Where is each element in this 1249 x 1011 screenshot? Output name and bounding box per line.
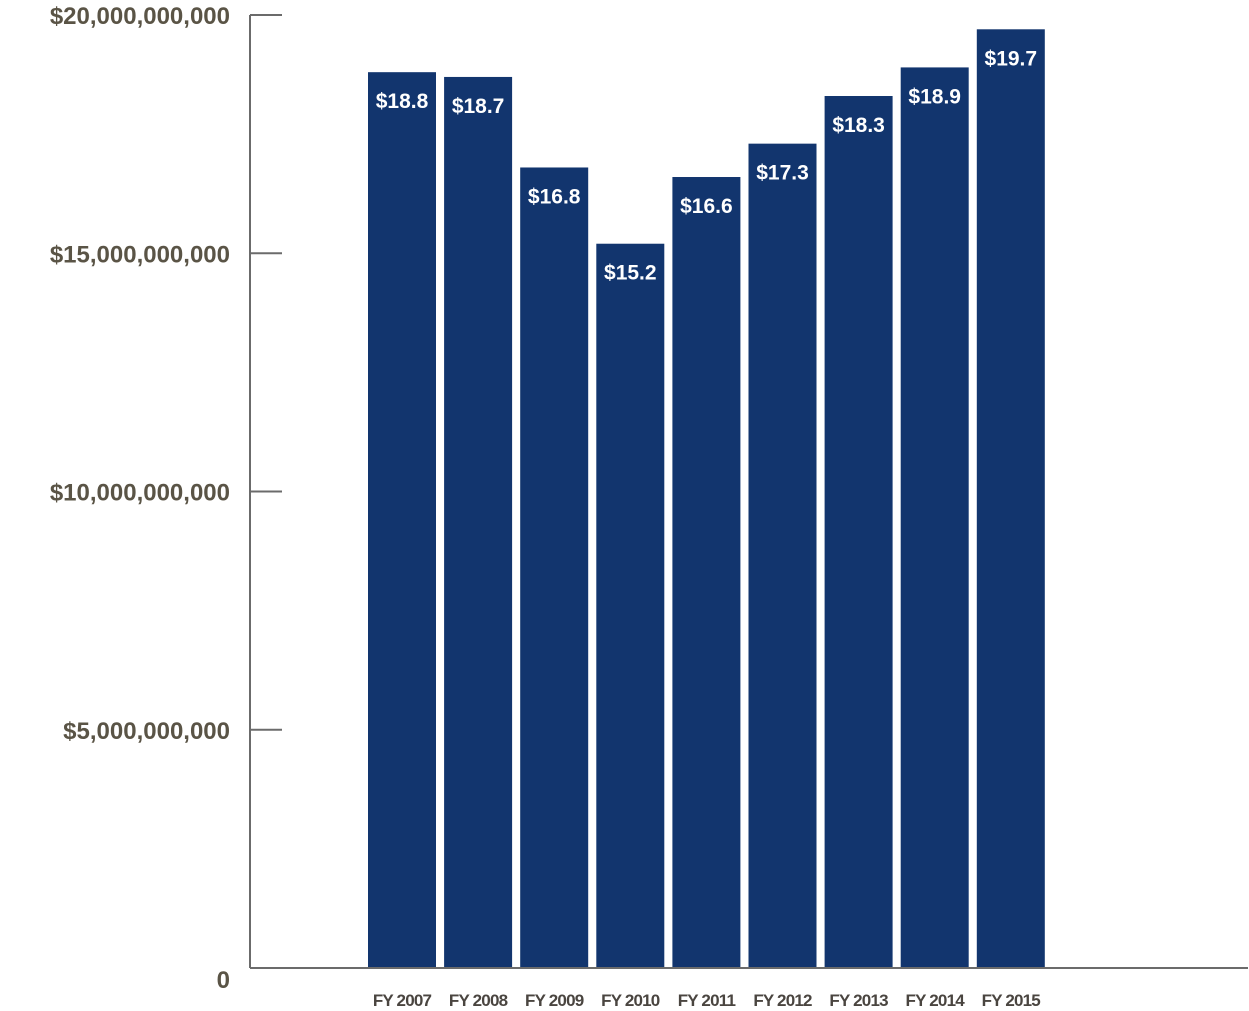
- x-tick-label: FY 2009: [525, 991, 584, 1010]
- y-tick-label: $15,000,000,000: [50, 241, 230, 268]
- x-tick-label: FY 2008: [449, 991, 508, 1010]
- x-axis-tick-labels: FY 2007 FY 2008 FY 2009 FY 2010 FY 2011 FY 20…: [373, 991, 1041, 1010]
- bar-data-label: $15.2: [604, 262, 657, 285]
- x-tick-label: FY 2014: [906, 991, 966, 1010]
- x-tick-label: FY 2012: [753, 991, 812, 1010]
- bar-data-label: $16.8: [528, 185, 581, 208]
- bar: [749, 144, 817, 968]
- bar: [825, 96, 893, 968]
- y-tick-label: 0: [217, 967, 230, 994]
- y-axis-ticks: 0 $5,000,000,000 $10,000,000,000 $15,000,00…: [50, 3, 282, 994]
- bar: [672, 177, 740, 968]
- bar: [368, 72, 436, 968]
- bar: [596, 244, 664, 968]
- y-tick-label: $20,000,000,000: [50, 3, 230, 30]
- x-tick-label: FY 2011: [678, 991, 736, 1010]
- bars: [368, 29, 1045, 968]
- x-tick-label: FY 2010: [601, 991, 660, 1010]
- bar-data-label: $18.7: [452, 95, 505, 118]
- y-tick-label: $5,000,000,000: [63, 718, 230, 745]
- bar-data-label: $18.9: [908, 85, 961, 108]
- bar-data-label: $17.3: [756, 162, 809, 185]
- x-tick-label: FY 2007: [373, 991, 432, 1010]
- x-tick-label: FY 2013: [829, 991, 888, 1010]
- bar-data-label: $18.3: [832, 114, 885, 137]
- bar: [977, 29, 1045, 968]
- bar: [901, 67, 969, 968]
- bar: [520, 167, 588, 968]
- bar: [444, 77, 512, 968]
- y-tick-label: $10,000,000,000: [50, 480, 230, 507]
- bar-data-label: $19.7: [985, 47, 1038, 70]
- bar-data-label: $18.8: [376, 90, 429, 113]
- x-tick-label: FY 2015: [982, 991, 1041, 1010]
- bar-data-label: $16.6: [680, 195, 733, 218]
